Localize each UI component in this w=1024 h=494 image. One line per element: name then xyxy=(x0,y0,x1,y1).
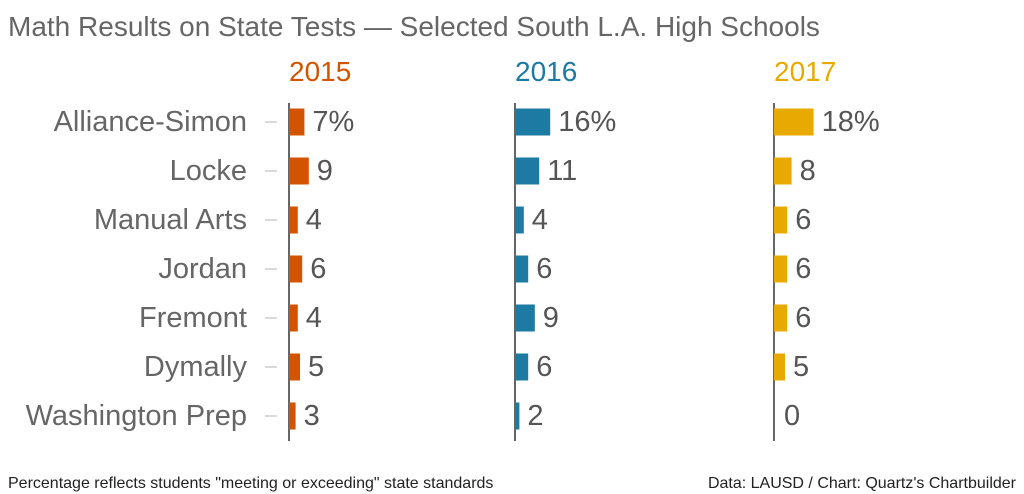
panel-2017-bar-fremont xyxy=(774,304,788,332)
panel-2016-bar-dymally xyxy=(515,353,529,381)
panel-2016-value-fremont: 9 xyxy=(543,302,559,334)
panel-2015-bar-dymally xyxy=(289,353,300,381)
panel-2017-value-fremont: 6 xyxy=(795,302,811,334)
panel-2015-bar-locke xyxy=(289,157,309,185)
panel-2016-value-locke: 11 xyxy=(547,155,577,187)
panel-2017-value-jordan: 6 xyxy=(795,253,811,285)
panel-2016-bar-locke xyxy=(515,157,540,185)
plot-area: Alliance-Simon Locke Manual Arts Jordan Frem… xyxy=(26,56,880,441)
panel-2017-value-washington-prep: 0 xyxy=(784,400,800,432)
panel-2015-value-manual-arts: 4 xyxy=(306,204,322,236)
panel-2015-value-alliance-simon: 7% xyxy=(312,106,354,138)
chart-title: Math Results on State Tests — Selected S… xyxy=(8,11,820,42)
panel-2016-bar-fremont xyxy=(515,304,535,332)
category-label-manual-arts: Manual Arts xyxy=(94,204,247,236)
panel-2015-value-fremont: 4 xyxy=(306,302,322,334)
footer-note: Percentage reflects students "meeting or… xyxy=(8,475,493,492)
category-label-fremont: Fremont xyxy=(139,302,247,334)
panel-2015-value-locke: 9 xyxy=(317,155,333,187)
panel-2016-value-jordan: 6 xyxy=(536,253,552,285)
panel-2017-value-manual-arts: 6 xyxy=(795,204,811,236)
panel-2016-value-manual-arts: 4 xyxy=(532,204,548,236)
panel-2016-bar-alliance-simon xyxy=(515,108,551,136)
category-label-jordan: Jordan xyxy=(158,253,247,285)
panel-2015-title: 2015 xyxy=(289,56,351,87)
panel-2017-value-alliance-simon: 18% xyxy=(822,106,880,138)
panel-2016-bar-jordan xyxy=(515,255,529,283)
panel-2017-bar-jordan xyxy=(774,255,788,283)
panel-2015-value-washington-prep: 3 xyxy=(304,400,320,432)
panel-2015-bar-washington-prep xyxy=(289,402,296,430)
panel-2017-bar-dymally xyxy=(774,353,785,381)
panel-2016-value-dymally: 6 xyxy=(536,351,552,383)
panel-2015-value-dymally: 5 xyxy=(308,351,324,383)
category-label-dymally: Dymally xyxy=(144,351,248,383)
panel-2016-bar-manual-arts xyxy=(515,206,524,234)
panel-2015-bar-fremont xyxy=(289,304,298,332)
panel-2016-value-alliance-simon: 16% xyxy=(558,106,616,138)
panel-2017-bar-locke xyxy=(774,157,792,185)
panel-2017-value-locke: 8 xyxy=(800,155,816,187)
panel-2016-title: 2016 xyxy=(515,56,577,87)
category-label-locke: Locke xyxy=(170,155,247,187)
panel-2015-bar-alliance-simon xyxy=(289,108,305,136)
panel-2017-title: 2017 xyxy=(774,56,836,87)
panel-2017-bar-manual-arts xyxy=(774,206,788,234)
panel-2015-bar-jordan xyxy=(289,255,303,283)
panel-2017-bar-alliance-simon xyxy=(774,108,814,136)
panel-2017-value-dymally: 5 xyxy=(793,351,809,383)
category-label-alliance-simon: Alliance-Simon xyxy=(54,106,247,138)
panel-2015-bar-manual-arts xyxy=(289,206,298,234)
footer-source: Data: LAUSD / Chart: Quartz's Chartbuild… xyxy=(708,475,1017,492)
panel-2016-value-washington-prep: 2 xyxy=(527,400,543,432)
panel-2016-bar-washington-prep xyxy=(515,402,520,430)
category-label-washington-prep: Washington Prep xyxy=(26,400,247,432)
panel-2015-value-jordan: 6 xyxy=(310,253,326,285)
